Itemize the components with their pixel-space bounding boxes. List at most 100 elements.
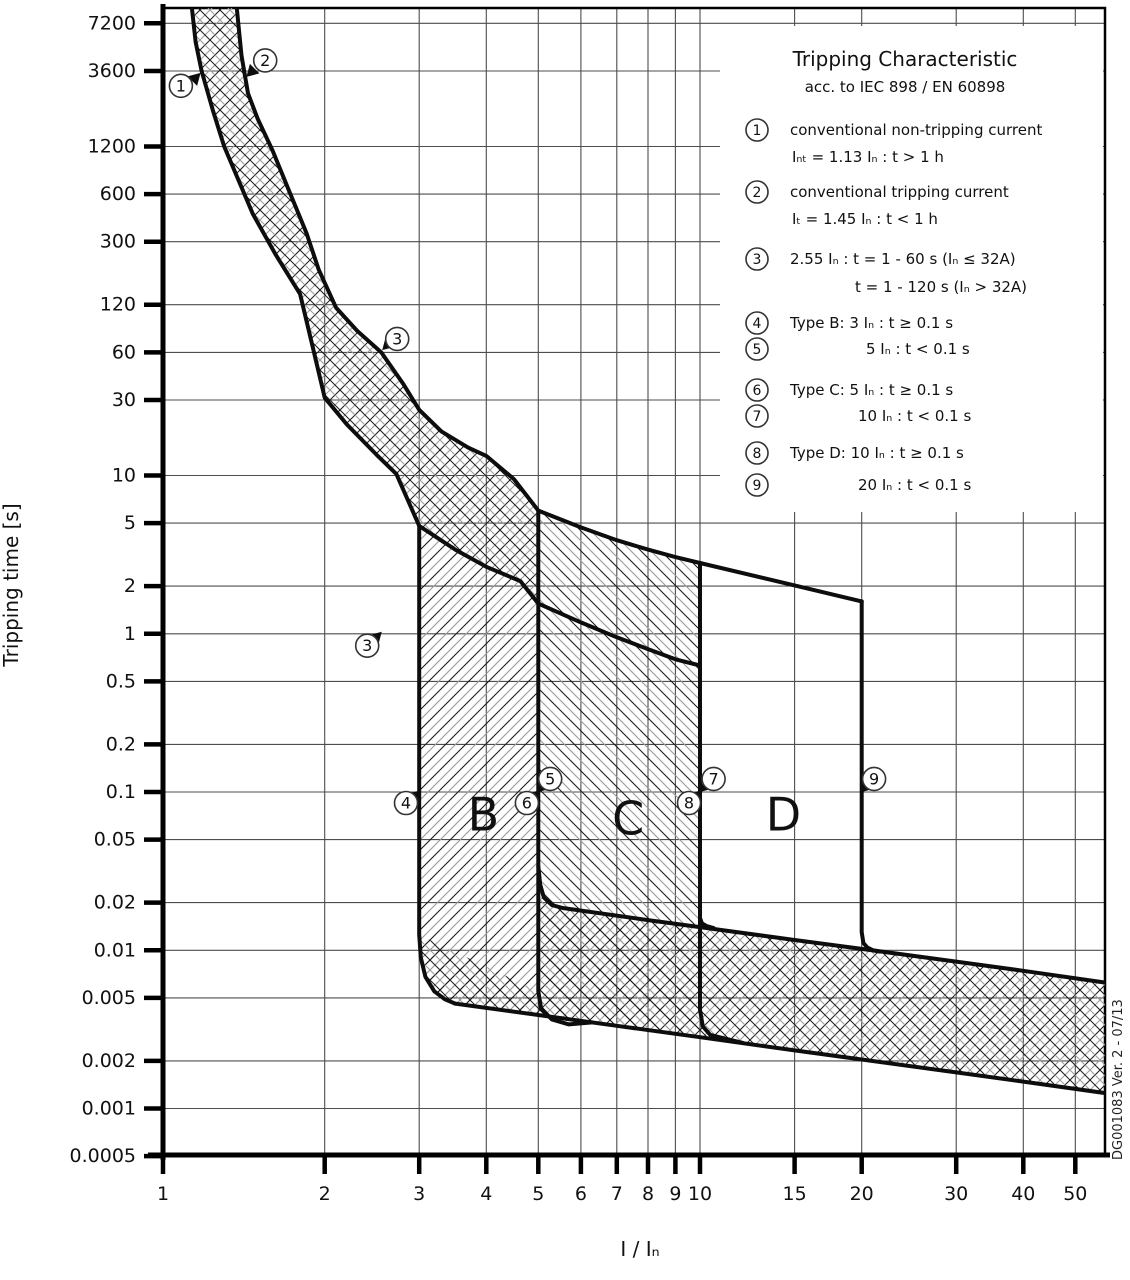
x-tick-label: 2	[319, 1183, 331, 1205]
callout-circle-2	[252, 48, 278, 73]
legend-item-1-line1: conventional non-tripping current	[790, 121, 1042, 139]
legend-marker-9	[745, 473, 769, 497]
y-tick-label: 1200	[88, 136, 136, 158]
region-label-D: D	[766, 788, 801, 842]
callout-wedge-1	[187, 72, 201, 86]
legend-marker-7	[745, 404, 769, 428]
callout-circle-1	[168, 73, 194, 99]
x-tick-label: 20	[850, 1183, 874, 1205]
x-axis-title: I / Iₙ	[620, 1237, 659, 1261]
region-fill-thermal-band	[191, 8, 539, 604]
y-tick-label: 0.01	[94, 939, 136, 961]
curve-instant-band-top	[536, 864, 1105, 985]
legend-marker-8	[745, 441, 769, 465]
x-tick-label: 9	[669, 1183, 681, 1205]
callout-number-9: 9	[869, 769, 879, 788]
legend-item-8-line1: Type D: 10 Iₙ : t ≥ 0.1 s	[789, 444, 964, 462]
y-tick-label: 0.002	[82, 1050, 136, 1072]
legend-marker-6	[745, 378, 769, 402]
callout-number-1: 1	[176, 76, 186, 95]
region-label-B: B	[468, 788, 500, 842]
curve-type-c-upper-limit	[536, 508, 702, 565]
x-tick-label: 4	[480, 1183, 492, 1205]
y-tick-label: 0.5	[106, 670, 136, 692]
callout-number-3: 3	[362, 636, 372, 655]
callout-number-6: 6	[522, 794, 532, 813]
callout-number-4: 4	[401, 794, 411, 813]
callout-circle-6	[514, 790, 540, 816]
y-tick-label: 1	[124, 623, 136, 645]
x-tick-label: 50	[1063, 1183, 1087, 1205]
legend-item-7-line1: 10 Iₙ : t < 0.1 s	[858, 407, 971, 425]
legend-marker-7-num: 7	[753, 409, 762, 425]
y-tick-label: 0.2	[106, 733, 136, 755]
y-tick-label: 2	[124, 575, 136, 597]
callout-circle-9	[861, 766, 887, 792]
x-tick-label: 8	[642, 1183, 654, 1205]
callout-number-7: 7	[709, 769, 719, 788]
y-tick-label: 0.0005	[70, 1145, 136, 1167]
curve-instant-band-bottom	[453, 1001, 1105, 1096]
region-fill-type-b-region	[419, 525, 539, 1015]
legend-item-6-line1: Type C: 5 Iₙ : t ≥ 0.1 s	[789, 381, 953, 399]
legend-item-2-line2: Iₜ = 1.45 Iₙ : t < 1 h	[792, 210, 938, 228]
y-tick-label: 0.1	[106, 781, 136, 803]
legend-marker-2-num: 2	[753, 185, 762, 201]
x-tick-label: 10	[688, 1183, 712, 1205]
legend-title: Tripping Characteristic	[792, 47, 1018, 71]
y-tick-label: 60	[112, 341, 136, 363]
y-tick-label: 120	[100, 294, 136, 316]
curve-line-10In-top-corner	[698, 915, 716, 931]
legend-item-2-line1: conventional tripping current	[790, 183, 1009, 201]
x-tick-label: 40	[1011, 1183, 1035, 1205]
legend-background	[720, 26, 1103, 512]
callout-circle-5	[537, 766, 563, 792]
x-tick-label: 7	[611, 1183, 623, 1205]
y-tick-label: 30	[112, 389, 136, 411]
curve-type-d-upper-limit	[698, 561, 864, 604]
legend-marker-3-num: 3	[753, 252, 762, 268]
y-tick-label: 7200	[88, 12, 136, 34]
curve-thermal-lower-1.13In	[189, 8, 702, 668]
x-tick-label: 5	[532, 1183, 544, 1205]
y-tick-label: 3600	[88, 60, 136, 82]
callout-circle-4	[393, 790, 419, 816]
legend-marker-3	[745, 247, 769, 271]
y-tick-label: 5	[124, 512, 136, 534]
legend-marker-1-num: 1	[753, 123, 762, 139]
curve-line-10In	[698, 561, 745, 1045]
callout-number-8: 8	[684, 794, 694, 813]
legend-marker-5-num: 5	[753, 342, 762, 358]
callout-circle-3	[384, 326, 410, 352]
legend-subtitle: acc. to IEC 898 / EN 60898	[805, 78, 1006, 96]
y-tick-label: 0.001	[82, 1098, 136, 1120]
callout-number-2: 2	[260, 51, 270, 70]
legend-item-3-line2: t = 1 - 120 s (Iₙ > 32A)	[855, 278, 1027, 296]
x-tick-label: 6	[575, 1183, 587, 1205]
legend-marker-4-num: 4	[753, 316, 762, 332]
callout-circle-8	[676, 790, 702, 816]
y-tick-label: 0.05	[94, 829, 136, 851]
legend-marker-9-num: 9	[753, 478, 762, 494]
y-tick-label: 600	[100, 183, 136, 205]
legend-item-5-line1: 5 Iₙ : t < 0.1 s	[866, 340, 970, 358]
curve-line-5In	[536, 508, 595, 1027]
region-fill-type-c-region	[538, 510, 700, 1038]
document-reference-watermark: DG001083 Ver. 2 - 07/13	[1111, 999, 1126, 1160]
curve-line-3In	[417, 523, 458, 1006]
legend-marker-5	[745, 337, 769, 361]
y-tick-label: 300	[100, 231, 136, 253]
curve-thermal-upper-1.45In	[234, 8, 541, 513]
x-tick-label: 3	[413, 1183, 425, 1205]
y-tick-label: 10	[112, 465, 136, 487]
callout-wedge-2	[246, 63, 260, 77]
region-fill-instant-band	[419, 866, 1105, 1094]
x-tick-label: 15	[783, 1183, 807, 1205]
region-label-C: C	[612, 792, 644, 846]
legend-item-4-line1: Type B: 3 Iₙ : t ≥ 0.1 s	[789, 314, 953, 332]
y-tick-label: 0.02	[94, 892, 136, 914]
legend-marker-2	[745, 180, 769, 204]
legend-item-9-line1: 20 Iₙ : t < 0.1 s	[858, 476, 971, 494]
